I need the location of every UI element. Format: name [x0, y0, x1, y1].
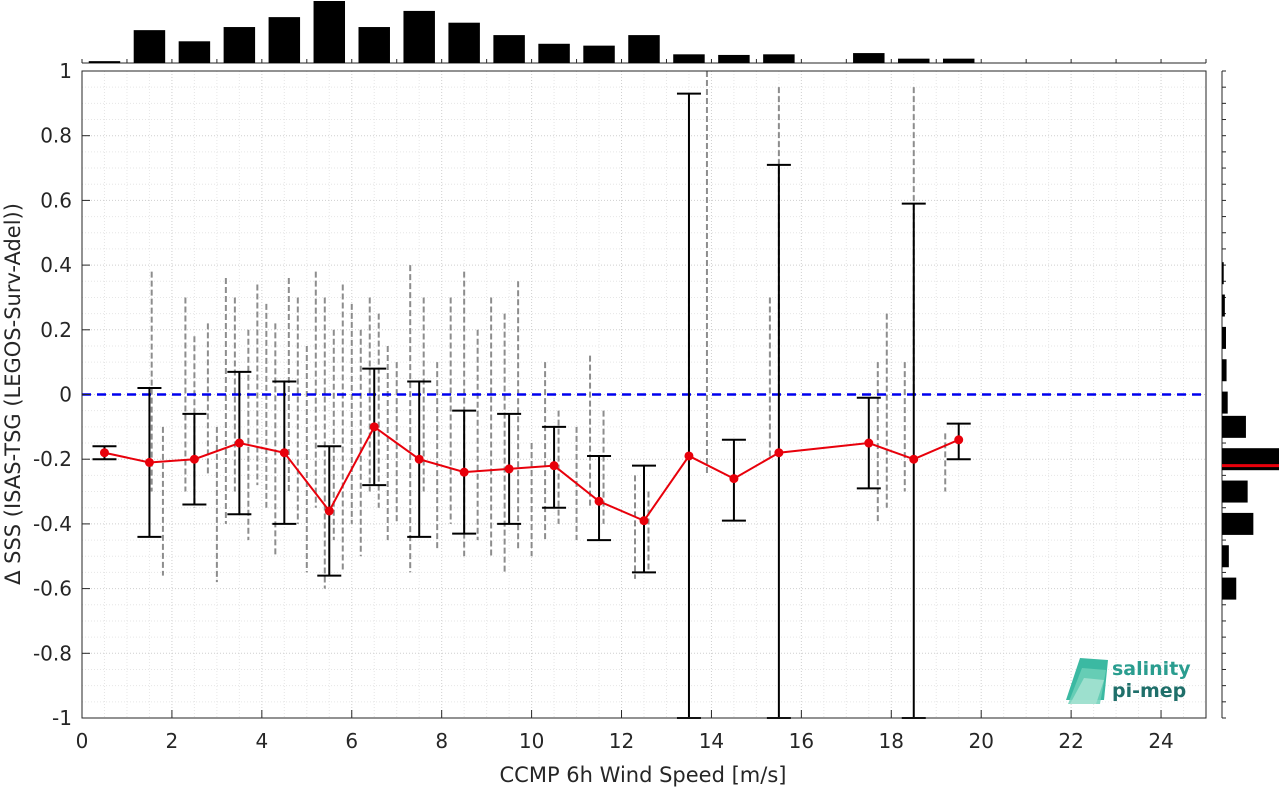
mean-series-point [549, 461, 559, 471]
right-histogram-bar [1222, 545, 1229, 568]
right-histogram-bar [1222, 391, 1228, 414]
y-tick-label: 1 [59, 59, 72, 83]
top-histogram-bar [448, 22, 480, 63]
mean-series-point [594, 496, 604, 506]
x-tick-label: 10 [519, 729, 544, 753]
y-tick-label: -0.8 [33, 641, 72, 665]
top-histogram-bar [313, 1, 346, 63]
y-tick-label: 0 [59, 383, 72, 407]
x-tick-label: 22 [1058, 729, 1083, 753]
mean-series-point [459, 467, 469, 477]
mean-series-point [324, 506, 334, 516]
tick-label-layer: 0 2 4 6 8 10 12 14 16 18 20 22 24-1-0.8-0.6-0.4-0.20… [33, 59, 1174, 753]
mean-series-point [729, 474, 739, 484]
top-histogram-bar [493, 35, 525, 63]
x-tick-label: 18 [879, 729, 904, 753]
top-histogram-bar [268, 17, 301, 63]
x-tick-label: 2 [166, 729, 179, 753]
right-histogram-bar [1222, 512, 1254, 535]
y-tick-label: -0.6 [33, 577, 72, 601]
top-histogram-bar [673, 54, 705, 63]
mean-series-point [639, 516, 649, 526]
top-histogram-bar [538, 43, 570, 63]
logo-text-pi-mep: pi-mep [1112, 680, 1186, 702]
y-tick-label: 0.4 [40, 253, 72, 277]
top-histogram-bar [628, 35, 660, 63]
x-tick-label: 12 [609, 729, 634, 753]
mean-series-point [414, 454, 424, 464]
top-histogram-bar [178, 41, 211, 63]
mean-series-point [189, 454, 199, 464]
right-histogram-bar [1222, 415, 1246, 438]
mean-series-point [774, 448, 784, 458]
top-histogram-bar [853, 53, 885, 63]
x-axis-label: CCMP 6h Wind Speed [m/s] [500, 763, 787, 787]
top-histogram [81, 0, 1207, 64]
salinity-pi-mep-logo: salinity pi-mep [1066, 658, 1191, 704]
right-histogram-bar [1222, 359, 1227, 382]
top-histogram-bar [358, 27, 390, 63]
top-histogram-bar [942, 58, 975, 63]
mean-line-layer [99, 422, 964, 526]
mean-series-point [234, 438, 244, 448]
mean-series-point [279, 448, 289, 458]
x-tick-label: 20 [968, 729, 993, 753]
right-histogram-bar [1222, 262, 1224, 285]
mean-series-point [369, 422, 379, 432]
mean-series-point [99, 448, 109, 458]
x-tick-label: 0 [76, 729, 89, 753]
y-tick-label: -0.2 [33, 447, 72, 471]
y-axis-label: Δ SSS (ISAS-TSG (LEGOS-Surv-Adel)) [1, 203, 25, 585]
logo-text-salinity: salinity [1112, 658, 1191, 680]
mean-series-point [954, 435, 964, 445]
x-tick-label: 4 [255, 729, 268, 753]
y-tick-label: 0.6 [40, 188, 72, 212]
top-histogram-bar [88, 61, 121, 63]
top-histogram-bar [403, 10, 435, 64]
y-tick-label: -0.4 [33, 512, 72, 536]
top-histogram-bar [223, 27, 256, 63]
right-histogram [1221, 70, 1279, 719]
right-histogram-bar [1222, 577, 1237, 600]
y-tick-label: -1 [52, 706, 72, 730]
x-tick-label: 8 [435, 729, 448, 753]
mean-series-point [504, 464, 514, 474]
y-tick-label: 0.2 [40, 318, 72, 342]
x-tick-label: 6 [345, 729, 358, 753]
mean-series-point [909, 454, 919, 464]
top-histogram-bar [133, 30, 166, 63]
y-tick-label: 0.8 [40, 124, 72, 148]
x-tick-label: 16 [789, 729, 814, 753]
x-tick-label: 14 [699, 729, 724, 753]
right-histogram-bar [1222, 480, 1248, 503]
top-histogram-bar [583, 45, 615, 63]
mean-series-point [864, 438, 874, 448]
mean-series-point [144, 457, 154, 467]
top-histogram-bar [763, 54, 795, 63]
top-histogram-bar [898, 58, 930, 63]
logo-mark-icon [1066, 658, 1108, 704]
right-histogram-bar [1222, 294, 1225, 317]
mean-series-point [684, 451, 694, 461]
x-tick-label: 24 [1148, 729, 1173, 753]
right-histogram-bar [1222, 326, 1226, 349]
top-histogram-bar [718, 54, 750, 63]
